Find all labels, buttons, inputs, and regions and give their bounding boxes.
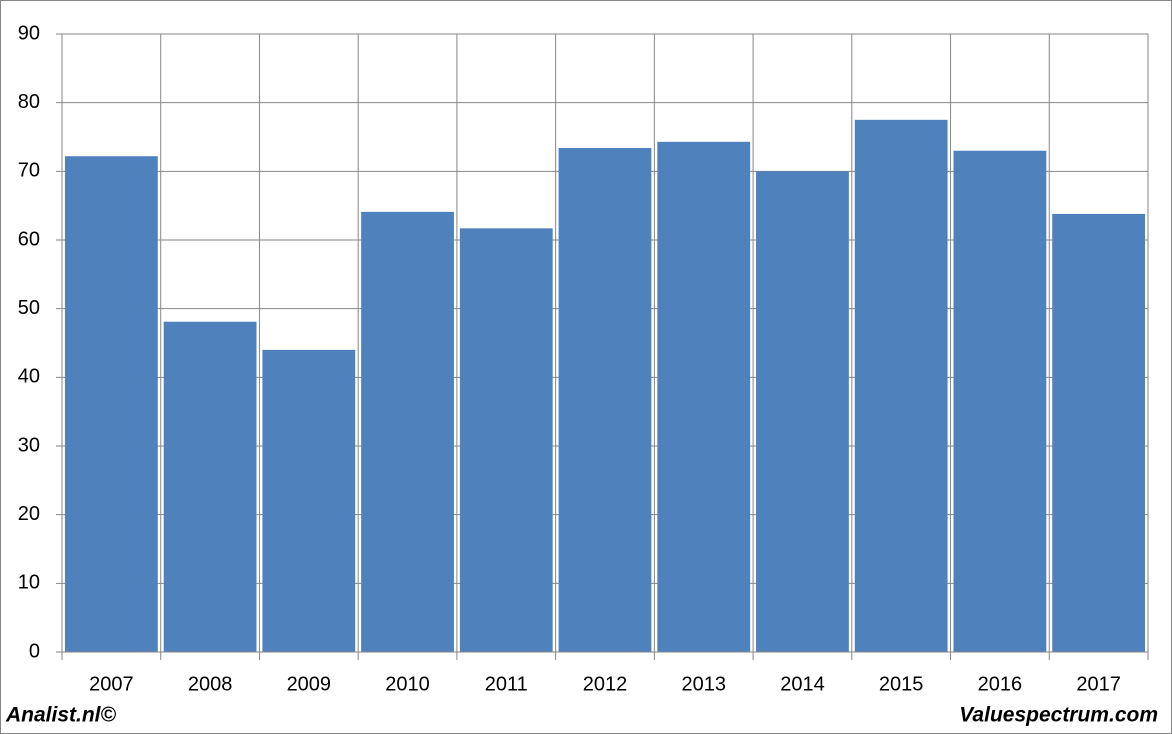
y-tick-label: 60: [18, 228, 40, 250]
y-tick-label: 80: [18, 91, 40, 113]
x-tick-label: 2014: [780, 673, 825, 695]
bar: [459, 228, 553, 652]
x-tick-label: 2016: [978, 673, 1023, 695]
x-tick-label: 2011: [485, 673, 528, 695]
bar: [262, 349, 356, 652]
bar: [1052, 213, 1146, 652]
bar: [558, 147, 652, 652]
x-tick-label: 2017: [1076, 673, 1121, 695]
y-tick-label: 20: [18, 503, 40, 525]
bar: [361, 211, 454, 652]
bar: [657, 141, 751, 652]
y-tick-label: 40: [18, 366, 40, 388]
y-tick-label: 90: [18, 22, 40, 44]
y-tick-label: 30: [18, 434, 40, 456]
x-tick-label: 2010: [385, 673, 430, 695]
bar: [163, 321, 257, 652]
x-tick-label: 2009: [287, 673, 332, 695]
y-tick-label: 70: [18, 160, 40, 182]
bar: [953, 150, 1047, 652]
x-tick-label: 2007: [89, 673, 134, 695]
x-tick-label: 2015: [879, 673, 924, 695]
bar: [854, 119, 948, 653]
bar: [756, 171, 849, 653]
source-left: Analist.nl©: [5, 704, 117, 727]
y-tick-label: 50: [18, 297, 40, 319]
x-tick-label: 2008: [188, 673, 233, 695]
x-tick-label: 2012: [583, 673, 628, 695]
y-tick-label: 10: [18, 572, 40, 594]
y-tick-label: 0: [29, 640, 40, 662]
x-tick-label: 2013: [681, 673, 726, 695]
bar: [64, 156, 158, 652]
source-right: Valuespectrum.com: [959, 704, 1158, 727]
